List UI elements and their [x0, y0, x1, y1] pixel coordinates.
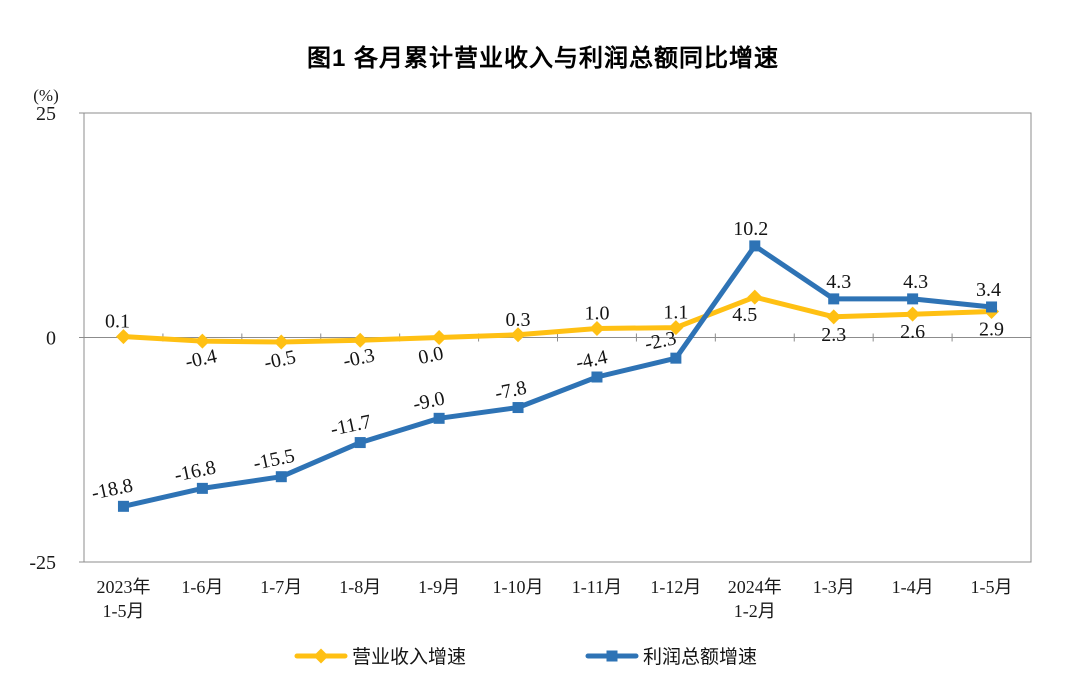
data-point-label: -0.5	[262, 346, 298, 374]
data-point-marker	[117, 500, 129, 512]
data-point-marker	[433, 412, 445, 424]
data-point-label: -4.4	[574, 346, 610, 374]
data-point-marker	[510, 327, 526, 343]
data-point-marker	[431, 330, 447, 345]
data-point-marker	[749, 240, 761, 252]
series-revenue: 0.1 -0.4 -0.5 -0.3 0.0 0.3 1.0 1.1 4.5 2.3 2.6 2.9	[105, 289, 1004, 374]
x-axis-label: 1-5月	[971, 577, 1013, 597]
data-point-label: -2.3	[643, 327, 679, 355]
data-point-marker	[589, 321, 605, 337]
data-point-label: 1.0	[584, 303, 609, 325]
plot-area: 0.1 -0.4 -0.5 -0.3 0.0 0.3 1.0 1.1 4.5 2.3 2.6 2.9 -…	[90, 218, 1004, 512]
data-point-label: -0.3	[341, 344, 377, 372]
x-axis-label: 1-4月	[892, 577, 934, 597]
data-point-label: 2.9	[979, 318, 1004, 340]
data-point-label: -11.7	[329, 411, 374, 441]
series-profit: -18.8-16.8 -15.5-11.7-9.0 -7.8-4.4-2.310.2…	[90, 218, 1001, 512]
data-point-marker	[352, 332, 368, 348]
y-axis-unit-label: (%)	[33, 86, 58, 105]
data-point-label: -7.8	[493, 377, 529, 405]
data-point-label: 4.3	[826, 271, 851, 293]
x-axis-label: 2024年	[728, 577, 782, 597]
data-point-marker	[512, 402, 524, 414]
y-axis-tick-label: 0	[46, 328, 56, 350]
data-point-label: 4.3	[903, 271, 928, 293]
x-axis-label: 1-9月	[418, 577, 460, 597]
data-point-label: -9.0	[411, 387, 447, 415]
data-point-label: -18.8	[90, 474, 135, 504]
data-point-label: 0.1	[105, 311, 130, 333]
data-point-label: 2.3	[821, 324, 846, 346]
data-point-marker	[670, 352, 682, 364]
data-point-label: -16.8	[172, 456, 217, 486]
legend: 营业收入增速 利润总额增速	[294, 646, 757, 668]
y-axis-tick-label: 25	[36, 103, 56, 125]
data-point-label: 3.4	[976, 279, 1001, 301]
data-point-marker	[273, 334, 289, 350]
x-axis-label: 1-5月	[102, 601, 144, 621]
legend-series-name: 利润总额增速	[643, 646, 757, 668]
data-point-marker	[668, 320, 684, 336]
x-axis-label: 1-7月	[260, 577, 302, 597]
data-point-marker	[591, 371, 603, 383]
x-axis-label: 1-11月	[572, 577, 622, 597]
legend-marker-square	[606, 650, 618, 662]
data-point-marker	[828, 293, 840, 305]
data-point-marker	[905, 306, 921, 322]
x-axis-label: 1-12月	[650, 577, 701, 597]
series-line	[121, 243, 994, 509]
legend-marker-diamond	[313, 648, 329, 664]
x-axis-label: 2023年	[96, 577, 150, 597]
data-point-marker	[194, 333, 210, 349]
data-point-marker	[986, 301, 998, 313]
data-point-label: 0.0	[416, 342, 445, 369]
data-point-label: -0.4	[183, 345, 219, 373]
x-axis-label: 1-2月	[734, 601, 776, 621]
data-point-label: 4.5	[732, 304, 757, 326]
x-axis-label: 1-10月	[493, 577, 544, 597]
data-point-label: 2.6	[900, 321, 925, 343]
chart-title: 图1 各月累计营业收入与利润总额同比增速	[307, 44, 779, 72]
data-point-marker	[826, 309, 842, 325]
data-point-marker	[196, 482, 208, 494]
x-axis-label: 1-6月	[181, 577, 223, 597]
axes: 25 0 -25 2023年 1-5月 1-6月 1-7月 1-8月 1-9月 1-10月 1-11…	[29, 103, 1032, 621]
data-point-label: 1.1	[663, 302, 688, 324]
data-point-marker	[354, 437, 366, 449]
legend-series-name: 营业收入增速	[352, 646, 466, 668]
series-line	[121, 294, 994, 345]
y-axis-tick-label: -25	[29, 552, 56, 574]
data-point-marker	[907, 293, 919, 305]
data-point-label: 10.2	[733, 218, 768, 240]
legend-item: 利润总额增速	[585, 646, 757, 668]
data-point-label: 0.3	[506, 309, 531, 331]
data-point-marker	[115, 329, 131, 345]
x-axis-label: 1-8月	[339, 577, 381, 597]
x-axis-label: 1-3月	[813, 577, 855, 597]
data-point-marker	[747, 289, 763, 305]
data-point-marker	[275, 471, 287, 483]
legend-item: 营业收入增速	[294, 646, 466, 668]
